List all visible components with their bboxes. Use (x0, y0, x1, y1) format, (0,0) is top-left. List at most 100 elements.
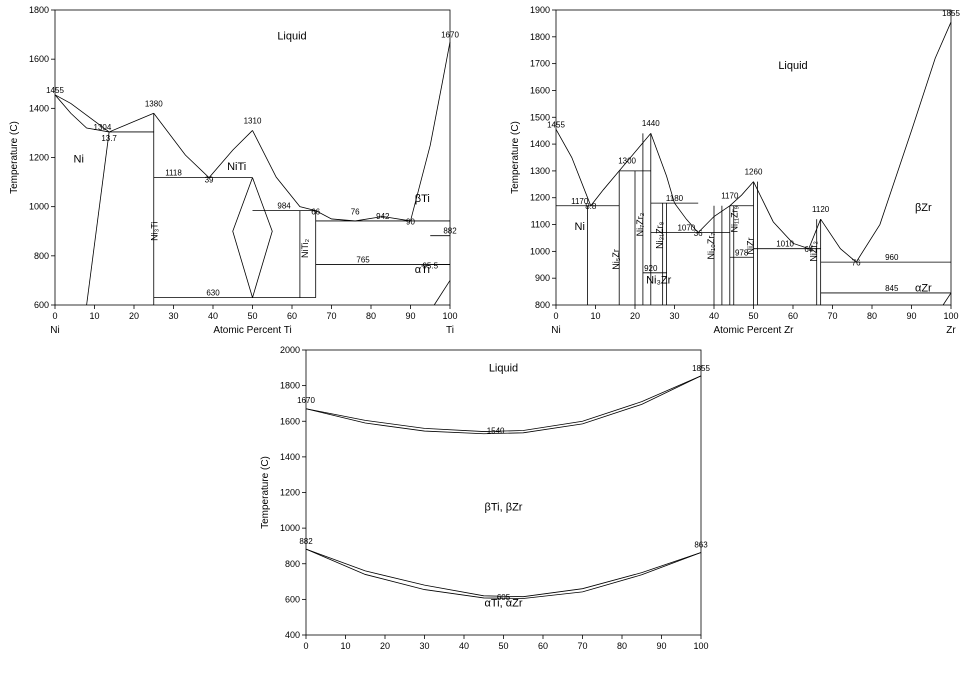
data-point-label: 8.8 (585, 202, 597, 211)
x-axis-right-element: Zr (946, 325, 956, 336)
data-point-label: 1180 (666, 194, 684, 203)
region-label: Ni₅Zr (611, 249, 621, 270)
phase-boundary (306, 549, 701, 597)
x-axis-right-element: Ti (446, 325, 454, 336)
data-point-label: 1310 (244, 117, 262, 126)
phase-boundary (306, 549, 701, 598)
x-tick-label: 100 (442, 311, 457, 321)
region-label: βTi, βZr (484, 501, 522, 513)
phase-boundary (754, 182, 821, 249)
data-point-label: 1170 (721, 191, 739, 200)
data-point-label: 1440 (642, 119, 660, 128)
data-point-label: 66 (311, 208, 320, 217)
x-tick-label: 30 (419, 641, 429, 651)
data-point-label: 1118 (165, 169, 182, 178)
data-point-label: 882 (443, 227, 457, 236)
x-tick-label: 50 (748, 311, 758, 321)
region-label: Ni (575, 221, 585, 233)
data-point-label: 1010 (776, 240, 794, 249)
data-point-label: 76 (852, 258, 861, 267)
x-tick-label: 40 (709, 311, 719, 321)
y-tick-label: 800 (284, 559, 299, 569)
y-axis-title: Temperature (C) (9, 121, 20, 194)
data-point-label: 90 (406, 217, 415, 226)
data-point-label: 605 (496, 593, 510, 602)
data-point-label: 64 (804, 245, 813, 254)
x-tick-label: 80 (867, 311, 877, 321)
region-label: αZr (915, 283, 932, 295)
data-point-label: 13.7 (101, 134, 117, 143)
y-tick-label: 1800 (29, 5, 49, 15)
region-label: Liquid (778, 60, 807, 72)
data-point-label: 1455 (46, 86, 64, 95)
x-tick-label: 90 (656, 641, 666, 651)
data-point-label: 863 (694, 541, 708, 550)
y-tick-label: 900 (535, 273, 550, 283)
y-tick-label: 1000 (279, 523, 299, 533)
data-point-label: 95.5 (422, 262, 438, 271)
phase-boundary (316, 211, 411, 221)
region-label: Ni₁₁Zr₉ (730, 205, 740, 232)
y-tick-label: 600 (284, 594, 299, 604)
region-label: Ni₇Zr₂ (635, 212, 645, 236)
phase-boundary (821, 22, 951, 262)
region-label: Ni (74, 153, 84, 165)
region-label: Liquid (488, 362, 517, 374)
x-tick-label: 100 (693, 641, 708, 651)
data-point-label: 1120 (812, 205, 830, 214)
phase-diagram-ni-zr: 0102030405060708090100800900100011001200… (501, 0, 971, 340)
y-tick-label: 1000 (29, 202, 49, 212)
x-tick-label: 10 (590, 311, 600, 321)
data-point-label: 1855 (942, 9, 960, 18)
data-point-label: 845 (885, 284, 899, 293)
data-point-label: 960 (885, 253, 899, 262)
data-point-label: 76 (351, 208, 360, 217)
data-point-label: 882 (299, 537, 313, 546)
y-tick-label: 1300 (530, 166, 550, 176)
x-tick-label: 60 (788, 311, 798, 321)
data-point-label: 920 (644, 264, 658, 273)
y-tick-label: 1900 (530, 5, 550, 15)
y-tick-label: 1200 (279, 488, 299, 498)
region-label: Ni₁₀Zr₇ (706, 233, 716, 260)
region-label: βTi (415, 193, 430, 205)
x-tick-label: 100 (943, 311, 958, 321)
data-point-label: 630 (206, 289, 220, 298)
x-axis-title: Atomic Percent Zr (713, 325, 794, 336)
x-tick-label: 80 (366, 311, 376, 321)
data-point-label: 1300 (618, 157, 636, 166)
x-tick-label: 20 (129, 311, 139, 321)
data-point-label: 39 (205, 176, 214, 185)
x-tick-label: 90 (405, 311, 415, 321)
y-tick-label: 1700 (530, 59, 550, 69)
data-point-label: 978 (735, 248, 749, 257)
y-tick-label: 1100 (531, 220, 550, 230)
phase-boundary (306, 376, 701, 434)
y-axis-title: Temperature (C) (510, 121, 521, 194)
y-tick-label: 1200 (530, 193, 550, 203)
x-tick-label: 40 (208, 311, 218, 321)
region-label: Ni₃Zr (646, 275, 672, 287)
y-tick-label: 1400 (279, 452, 299, 462)
data-point-label: 1380 (145, 99, 163, 108)
data-point-label: 1670 (297, 396, 315, 405)
region-label: Ni₂₁Zr₈ (655, 221, 665, 249)
y-tick-label: 2000 (279, 345, 299, 355)
y-tick-label: 1000 (530, 246, 550, 256)
x-tick-label: 0 (303, 641, 308, 651)
phase-boundary (87, 132, 110, 305)
y-tick-label: 1400 (530, 139, 550, 149)
x-tick-label: 50 (247, 311, 257, 321)
x-tick-label: 20 (379, 641, 389, 651)
x-axis-title: Atomic Percent Ti (213, 325, 291, 336)
data-point-label: 1455 (547, 120, 565, 129)
x-tick-label: 60 (287, 311, 297, 321)
x-tick-label: 40 (458, 641, 468, 651)
phase-boundary (253, 130, 316, 210)
region-label: NiTi₂ (300, 238, 310, 258)
phase-boundary (943, 293, 951, 305)
phase-boundary (233, 178, 253, 298)
data-point-label: 1540 (486, 427, 504, 436)
data-point-label: 1670 (441, 31, 459, 40)
data-point-label: 1855 (692, 364, 710, 373)
